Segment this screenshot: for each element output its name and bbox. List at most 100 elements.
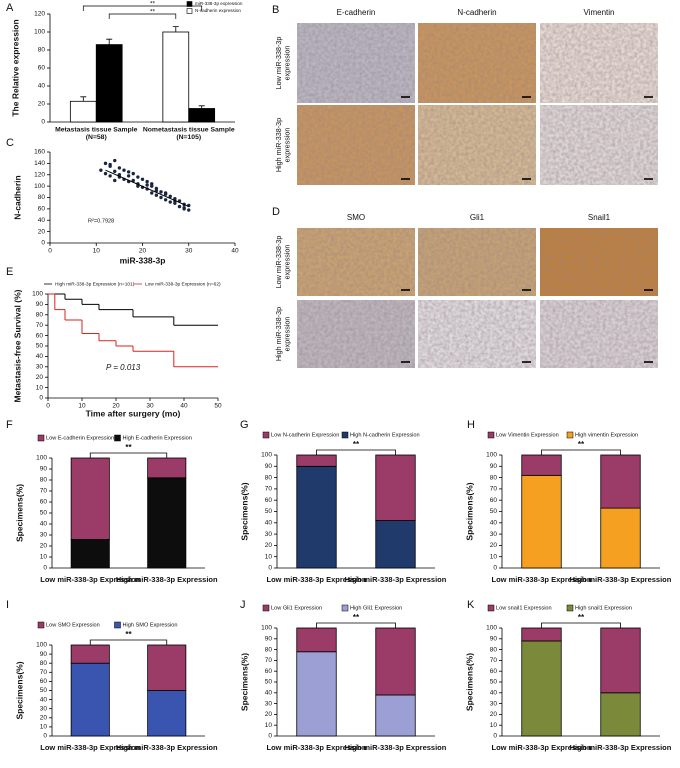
y-axis-label: The Relative expression xyxy=(10,19,20,116)
error-bar xyxy=(106,38,113,45)
bracket xyxy=(89,452,168,458)
micrograph-texture xyxy=(540,228,658,296)
x-tick-label: 40 xyxy=(180,403,188,410)
x-tick-label: Nometastasis tissue Sample (N=105) xyxy=(143,126,235,141)
x-tick-label: Low miR-338-3p Expression xyxy=(266,743,366,752)
bar-segment xyxy=(600,507,641,569)
annotation: ** xyxy=(353,440,360,449)
bracket xyxy=(82,5,203,11)
panel-label: A xyxy=(6,2,14,14)
y-tick-label: 70 xyxy=(40,488,48,495)
legend-label: High snail1 Expression xyxy=(575,605,632,611)
legend-swatch xyxy=(566,431,574,439)
x-tick-label: 10 xyxy=(93,248,101,255)
y-tick-label: 90 xyxy=(490,636,498,643)
y-tick-label: 0 xyxy=(268,565,272,572)
legend-swatch xyxy=(566,604,574,612)
bar-segment xyxy=(521,640,562,737)
x-tick-label: Low miR-338-3p Expression xyxy=(491,743,591,752)
x-tick-label: 50 xyxy=(214,403,222,410)
y-tick-label: 10 xyxy=(265,722,273,729)
row-label: High miR-338-3pexpression xyxy=(274,307,291,361)
panel-label: G xyxy=(240,419,249,431)
y-tick-label: 90 xyxy=(490,463,498,470)
x-axis-label: miR-338-3p xyxy=(120,255,166,265)
column-title: Snail1 xyxy=(588,213,611,222)
point xyxy=(145,179,149,184)
column-title: E-cadherin xyxy=(337,8,376,17)
legend-swatch xyxy=(487,604,495,612)
y-tick-label: 10 xyxy=(36,384,44,391)
y-axis-label: Specimens(%) xyxy=(14,484,24,542)
x-tick-label: High miR-338-3p Expression xyxy=(570,575,672,584)
y-tick-label: 0 xyxy=(41,119,45,126)
y-tick-label: 20 xyxy=(490,711,498,718)
y-tick-label: 30 xyxy=(490,700,498,707)
y-axis-label: Specimens(%) xyxy=(239,482,249,540)
bar-segment xyxy=(296,627,337,653)
point xyxy=(103,171,108,176)
y-tick-label: 50 xyxy=(36,343,44,350)
x-tick-label: Low miR-338-3p Expression xyxy=(40,743,140,752)
point xyxy=(145,183,149,187)
y-tick-label: 20 xyxy=(40,543,48,550)
legend-label: Low miR-338-3p Expression (n=62) xyxy=(145,281,221,287)
y-tick-label: 120 xyxy=(34,171,45,178)
annotation: ** xyxy=(125,443,132,452)
y-tick-label: 60 xyxy=(265,668,273,675)
y-tick-label: 90 xyxy=(265,636,273,643)
panel-label: E xyxy=(6,266,13,278)
row-label: Low miR-338-3pexpression xyxy=(274,236,291,289)
y-tick-label: 160 xyxy=(34,149,45,156)
y-tick-label: 0 xyxy=(39,395,43,402)
legend-label: High N-cadherin Expression xyxy=(350,432,420,438)
legend-label: Low Gli1 Expression xyxy=(271,605,322,611)
bar xyxy=(95,44,123,123)
point xyxy=(187,208,191,212)
y-tick-label: 60 xyxy=(40,678,48,685)
row-label: Low miR-338-3pexpression xyxy=(274,37,291,90)
y-tick-label: 40 xyxy=(490,690,498,697)
trend-line xyxy=(105,169,189,208)
y-axis-label: Specimens(%) xyxy=(14,661,24,719)
y-tick-label: 70 xyxy=(490,657,498,664)
micrograph-texture xyxy=(540,300,658,368)
y-tick-label: 30 xyxy=(40,705,48,712)
legend-label: Low snail1 Expression xyxy=(496,605,552,611)
y-tick-label: 80 xyxy=(38,194,46,201)
text-line: expression xyxy=(282,46,291,81)
point xyxy=(140,177,145,181)
y-tick-label: 100 xyxy=(36,642,47,649)
micrograph-texture xyxy=(418,300,536,368)
y-tick-label: 30 xyxy=(265,531,273,538)
point xyxy=(136,175,140,179)
y-axis-label: Specimens(%) xyxy=(464,482,474,540)
legend-swatch xyxy=(37,434,45,442)
bar-segment xyxy=(70,644,110,664)
y-tick-label: 60 xyxy=(40,499,48,506)
y-tick-label: 90 xyxy=(265,463,273,470)
column-title: N-cadherin xyxy=(457,8,496,17)
text-line: expression xyxy=(282,317,291,352)
y-axis-label: Specimens(%) xyxy=(464,653,474,711)
y-tick-label: 100 xyxy=(36,455,47,462)
x-tick-label: Low miR-338-3p Expression xyxy=(266,575,366,584)
y-tick-label: 50 xyxy=(490,508,498,515)
x-tick-label: Low miR-338-3p Expression xyxy=(40,575,140,584)
micrograph-texture xyxy=(418,23,536,103)
point xyxy=(154,193,159,197)
y-tick-label: 60 xyxy=(36,332,44,339)
y-axis-label: Specimens(%) xyxy=(239,653,249,711)
point xyxy=(168,194,172,199)
x-tick-label: 0 xyxy=(48,248,52,255)
bar-segment xyxy=(70,662,110,737)
text-line: High miR-338-3p xyxy=(274,118,283,172)
column-title: Gli1 xyxy=(470,213,485,222)
y-tick-label: 10 xyxy=(265,553,273,560)
bar-segment xyxy=(147,477,187,569)
point xyxy=(99,168,103,172)
annotation: ** xyxy=(125,630,132,639)
bar-segment xyxy=(600,627,641,694)
annotation: ** xyxy=(353,613,360,622)
row-label: High miR-338-3pexpression xyxy=(274,118,291,172)
